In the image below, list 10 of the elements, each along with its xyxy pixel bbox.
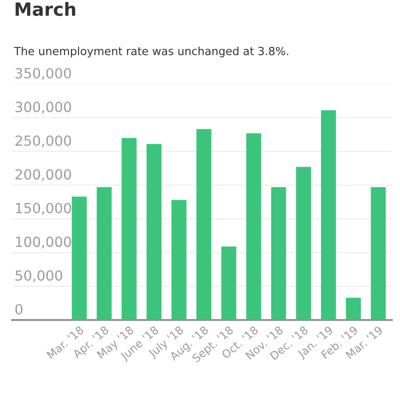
y-tick-label: 100,000	[16, 236, 72, 248]
y-tick-label: 150,000	[16, 202, 72, 215]
y-tick-label: 50,000	[16, 270, 62, 282]
y-tick-label: 250,000	[16, 135, 72, 148]
y-tick-label: 350,000	[16, 68, 72, 80]
y-tick-label: 300,000	[16, 102, 72, 114]
y-tick-label: 200,000	[16, 169, 72, 182]
y-tick-label: 0	[15, 304, 22, 314]
chart-title: March	[16, 2, 76, 16]
chart-subtitle: The unemployment rate was unchanged at 3.8%.	[14, 46, 288, 58]
